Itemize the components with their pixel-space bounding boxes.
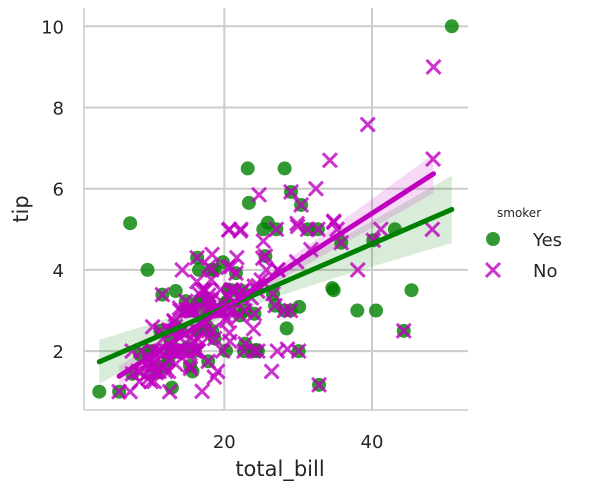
point-no	[221, 333, 238, 350]
point-no	[276, 302, 293, 319]
point-no	[148, 364, 165, 381]
point-no	[161, 383, 178, 400]
point-no	[282, 183, 300, 201]
x-axis-label: total_bill	[235, 457, 324, 482]
point-no	[290, 343, 307, 360]
y-tick-label: 6	[53, 180, 64, 201]
point-yes	[123, 216, 138, 231]
point-yes	[277, 161, 292, 176]
legend-label-yes: Yes	[532, 230, 562, 251]
point-no	[349, 261, 366, 278]
point-no	[253, 272, 270, 289]
point-no	[200, 287, 217, 304]
regression-line-no	[116, 171, 437, 379]
regression-line-yes	[96, 206, 455, 365]
point-yes	[279, 321, 294, 336]
axes	[83, 8, 468, 411]
point-no	[204, 246, 221, 263]
legend-marker-no	[484, 261, 502, 279]
tick-labels: 20 40 2 4 6 8 10	[41, 17, 383, 453]
point-no	[223, 258, 240, 275]
point-no	[222, 282, 240, 299]
point-no	[249, 343, 266, 360]
point-yes	[140, 262, 155, 277]
point-no	[293, 196, 310, 213]
point-yes	[326, 283, 341, 298]
point-no	[214, 343, 231, 360]
point-no	[174, 261, 191, 278]
point-no	[288, 215, 306, 232]
y-tick-label: 4	[53, 261, 64, 282]
point-no	[219, 259, 236, 276]
point-no	[186, 302, 203, 319]
point-no	[203, 271, 220, 288]
point-no	[289, 218, 306, 235]
point-yes	[256, 222, 271, 237]
point-no	[424, 221, 441, 238]
x-tick-label: 20	[213, 432, 236, 453]
point-no	[255, 233, 272, 250]
point-no	[220, 222, 237, 239]
point-no	[254, 250, 271, 267]
point-no	[395, 322, 412, 339]
point-yes	[92, 384, 107, 399]
point-no	[425, 150, 442, 168]
point-no	[231, 307, 249, 324]
point-no	[263, 363, 280, 380]
point-no	[321, 152, 338, 169]
point-yes	[444, 19, 459, 34]
legend-label-no: No	[533, 261, 557, 282]
legend-point-no	[484, 261, 502, 279]
y-tick-label: 2	[53, 342, 64, 363]
point-no	[269, 343, 286, 360]
point-no	[258, 261, 275, 278]
point-no	[154, 286, 171, 303]
legend-marker-yes	[486, 232, 500, 246]
x-tick-label: 40	[361, 432, 384, 453]
point-yes	[350, 303, 365, 318]
point-no	[181, 357, 199, 374]
point-no	[268, 221, 285, 238]
point-no	[246, 305, 263, 322]
point-yes	[404, 283, 419, 298]
point-no	[325, 214, 342, 231]
y-tick-label: 10	[41, 17, 64, 38]
legend-point-yes	[486, 232, 500, 246]
point-no	[251, 186, 268, 203]
point-no	[170, 343, 187, 360]
point-no	[282, 302, 299, 319]
regression-lines	[96, 171, 455, 379]
point-yes	[369, 303, 384, 318]
point-no	[200, 353, 217, 370]
point-no	[425, 58, 442, 75]
point-no	[142, 373, 160, 390]
point-no	[227, 282, 244, 299]
point-no	[245, 320, 262, 337]
legend-title: smoker	[497, 206, 541, 220]
point-no	[182, 360, 199, 377]
point-no	[194, 383, 211, 400]
y-tick-label: 8	[53, 98, 64, 119]
point-no	[307, 180, 324, 197]
legend: smoker Yes No	[484, 206, 562, 282]
point-no	[189, 249, 206, 266]
point-no	[206, 369, 223, 386]
point-no	[309, 221, 327, 238]
point-no	[235, 343, 253, 360]
point-no	[372, 221, 389, 238]
point-no	[183, 302, 200, 319]
point-no	[359, 116, 376, 133]
point-no	[310, 376, 328, 393]
y-axis-label: tip	[9, 195, 33, 222]
point-yes	[240, 161, 255, 176]
